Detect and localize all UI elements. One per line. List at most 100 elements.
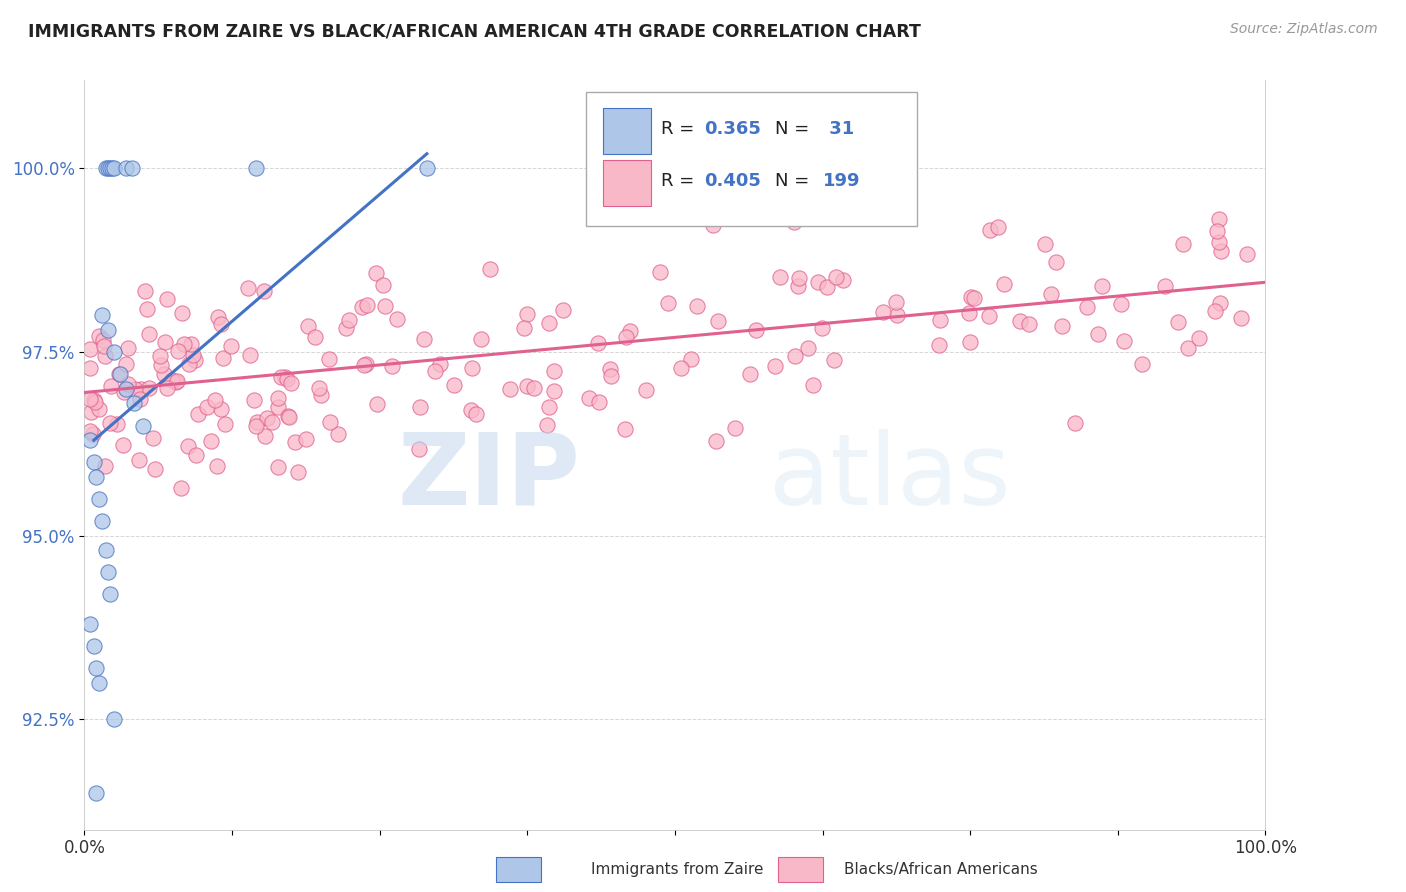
Text: 0.405: 0.405 — [704, 172, 761, 190]
Point — [239, 348, 262, 362]
Point — [84, 470, 107, 484]
Point — [200, 434, 222, 448]
Point — [1188, 331, 1211, 345]
Point — [177, 439, 200, 453]
Point — [1177, 341, 1199, 355]
Point — [543, 384, 565, 398]
Point — [335, 321, 357, 335]
Point — [616, 329, 638, 343]
Point — [207, 310, 229, 324]
Point — [657, 296, 679, 310]
FancyBboxPatch shape — [603, 108, 651, 153]
Point — [83, 392, 105, 407]
Point — [114, 382, 136, 396]
Point — [94, 459, 117, 474]
Point — [94, 161, 117, 176]
Point — [277, 410, 299, 425]
Text: Blacks/African Americans: Blacks/African Americans — [844, 863, 1038, 877]
Point — [1052, 318, 1074, 333]
Point — [219, 339, 242, 353]
Point — [744, 323, 766, 337]
Point — [238, 281, 260, 295]
Point — [319, 415, 342, 429]
Point — [149, 349, 172, 363]
Point — [588, 394, 610, 409]
Point — [103, 161, 125, 176]
Point — [209, 318, 232, 332]
Point — [97, 566, 120, 580]
Point — [204, 393, 226, 408]
Point — [184, 352, 207, 367]
Point — [1114, 334, 1136, 348]
Point — [79, 342, 101, 356]
Point — [79, 434, 101, 448]
FancyBboxPatch shape — [586, 92, 917, 227]
Point — [702, 219, 724, 233]
Point — [180, 337, 202, 351]
Point — [738, 367, 761, 381]
Point — [516, 307, 538, 321]
Point — [304, 330, 326, 344]
Point — [1211, 244, 1233, 258]
Point — [801, 377, 824, 392]
Text: 0.365: 0.365 — [704, 120, 761, 138]
Point — [886, 309, 908, 323]
Point — [83, 639, 105, 653]
Point — [650, 265, 672, 279]
Point — [294, 432, 316, 446]
Point — [959, 335, 981, 350]
Point — [183, 348, 205, 362]
Point — [79, 424, 101, 438]
Point — [443, 377, 465, 392]
Point — [783, 214, 806, 228]
Point — [177, 357, 200, 371]
Point — [1018, 317, 1040, 331]
Point — [267, 459, 290, 474]
Point — [91, 309, 114, 323]
Point — [1039, 286, 1062, 301]
Point — [1153, 279, 1175, 293]
Point — [957, 305, 980, 319]
Point — [186, 448, 208, 462]
Point — [366, 397, 388, 411]
Point — [1236, 247, 1258, 261]
Point — [385, 312, 408, 326]
Point — [416, 161, 439, 176]
Point — [1109, 297, 1132, 311]
Point — [131, 383, 153, 397]
Point — [686, 299, 709, 313]
Point — [309, 387, 332, 401]
Point — [93, 339, 115, 353]
Point — [277, 409, 299, 423]
Point — [267, 391, 290, 405]
Point — [138, 381, 160, 395]
Point — [172, 306, 194, 320]
Point — [98, 587, 121, 601]
Point — [807, 275, 830, 289]
Point — [381, 359, 404, 373]
Point — [872, 304, 894, 318]
Point — [787, 279, 810, 293]
Point — [84, 661, 107, 675]
Point — [371, 278, 394, 293]
Point — [94, 543, 117, 558]
Point — [111, 438, 134, 452]
Point — [1171, 237, 1194, 252]
Point — [1204, 304, 1226, 318]
Point — [1063, 416, 1085, 430]
Point — [114, 161, 136, 176]
Point — [276, 372, 298, 386]
Point — [356, 298, 378, 312]
Point — [364, 266, 387, 280]
Point — [797, 341, 820, 355]
Point — [308, 381, 330, 395]
Point — [987, 219, 1010, 234]
Point — [1208, 212, 1230, 227]
Point — [103, 712, 125, 726]
Point — [1209, 296, 1232, 310]
Point — [165, 375, 187, 389]
Point — [108, 367, 131, 381]
Point — [267, 401, 290, 415]
Point — [543, 364, 565, 378]
Point — [669, 361, 692, 376]
